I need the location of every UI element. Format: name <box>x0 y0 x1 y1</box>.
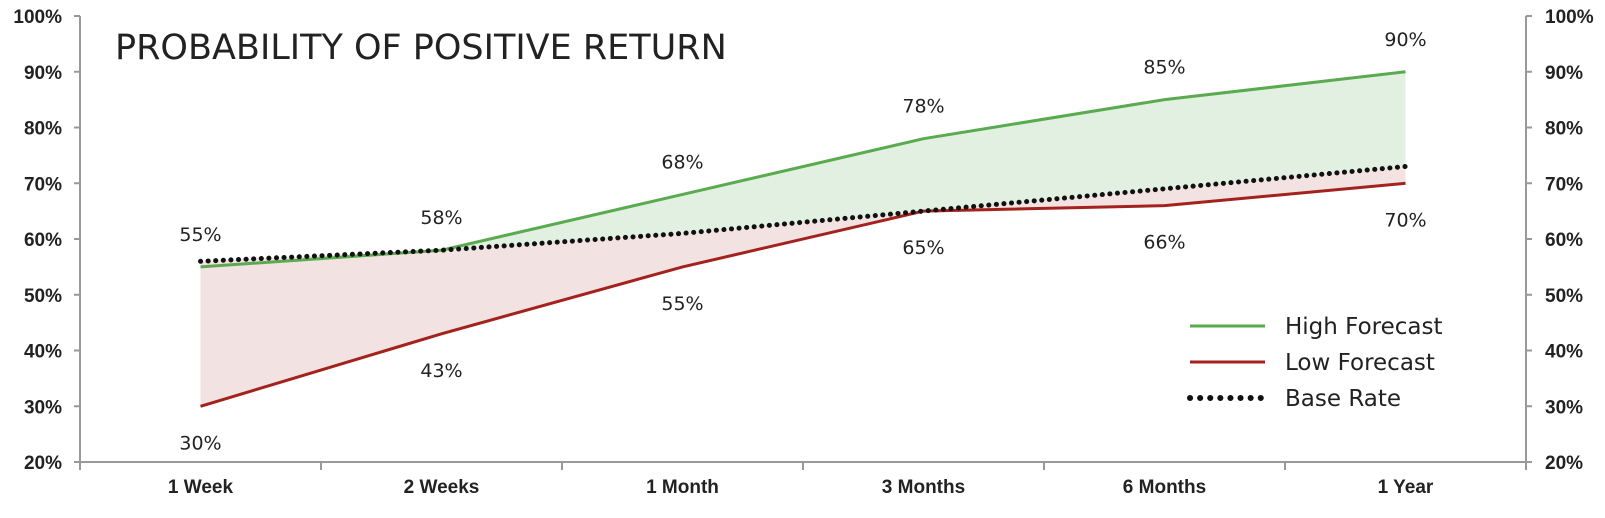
y-tick-label-right: 70% <box>1545 174 1583 195</box>
y-tick-label-left: 40% <box>24 342 62 363</box>
y-tick-label-right: 40% <box>1545 342 1583 363</box>
x-tick-label: 6 Months <box>1123 477 1206 498</box>
y-tick-label-right: 100% <box>1545 7 1594 28</box>
high-forecast-data-label: 55% <box>179 224 221 246</box>
high-forecast-data-label: 90% <box>1384 29 1426 51</box>
y-tick-label-left: 30% <box>24 397 62 418</box>
high-forecast-data-label: 78% <box>902 96 944 118</box>
y-tick-label-left: 100% <box>13 7 62 28</box>
chart-title: PROBABILITY OF POSITIVE RETURN <box>115 28 727 68</box>
legend-high-forecast-label: High Forecast <box>1285 314 1443 340</box>
x-tick-label: 2 Weeks <box>404 477 480 498</box>
y-tick-label-left: 60% <box>24 230 62 251</box>
y-tick-label-left: 20% <box>24 453 62 474</box>
y-tick-label-right: 20% <box>1545 453 1583 474</box>
low-forecast-data-label: 65% <box>902 237 944 259</box>
series-lines <box>198 70 1408 408</box>
fill-areas <box>200 71 1406 407</box>
low-forecast-data-label: 70% <box>1384 209 1426 231</box>
y-tick-label-left: 80% <box>24 119 62 140</box>
x-tick-label: 1 Week <box>168 477 234 498</box>
low-forecast-data-label: 55% <box>661 293 703 315</box>
legend-base-rate-label: Base Rate <box>1285 386 1401 412</box>
y-tick-label-right: 50% <box>1545 286 1583 307</box>
low-forecast-data-label: 30% <box>179 432 221 454</box>
high-forecast-data-label: 58% <box>420 207 462 229</box>
low-forecast-line <box>200 181 1406 408</box>
y-tick-label-left: 70% <box>24 174 62 195</box>
low-forecast-fill <box>200 166 1406 407</box>
x-tick-label: 3 Months <box>882 477 965 498</box>
high-forecast-line <box>200 70 1406 269</box>
high-forecast-data-label: 85% <box>1143 57 1185 79</box>
y-tick-label-right: 90% <box>1545 63 1583 84</box>
legend-low-forecast-label: Low Forecast <box>1285 350 1435 376</box>
y-tick-label-left: 50% <box>24 286 62 307</box>
x-tick-label: 1 Month <box>646 477 719 498</box>
x-tick-label: 1 Year <box>1378 477 1434 498</box>
high-forecast-fill <box>200 71 1406 267</box>
high-forecast-data-label: 68% <box>661 151 703 173</box>
y-tick-label-left: 90% <box>24 63 62 84</box>
legend: High Forecast Low Forecast Base Rate <box>1187 314 1443 412</box>
axes: 20% 20% 30% 30% 40% 40% 50% 50% 60% 60% 70% 70% 80% 8… <box>13 7 1593 498</box>
data-labels: 55% 58% 68% 78% 85% 90% 30% 43% 55% 65% 66% 70% <box>179 29 1426 455</box>
y-tick-label-right: 30% <box>1545 397 1583 418</box>
y-tick-label-right: 80% <box>1545 119 1583 140</box>
low-forecast-data-label: 43% <box>420 360 462 382</box>
low-forecast-data-label: 66% <box>1143 232 1185 254</box>
y-tick-label-right: 60% <box>1545 230 1583 251</box>
